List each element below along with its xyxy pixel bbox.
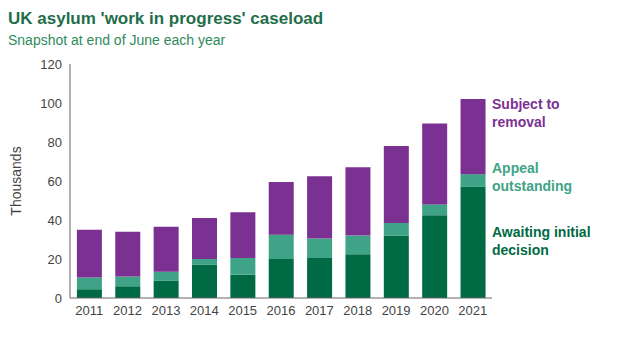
- svg-text:0: 0: [55, 291, 62, 306]
- svg-text:80: 80: [48, 135, 62, 150]
- svg-text:Thousands: Thousands: [8, 146, 24, 215]
- svg-text:2014: 2014: [190, 303, 219, 318]
- svg-text:40: 40: [48, 213, 62, 228]
- html-text:Appeal outstanding: Appeal outstanding: [492, 160, 573, 194]
- svg-text:20: 20: [48, 252, 62, 267]
- svg-text:2011: 2011: [75, 303, 103, 318]
- svg-text:2012: 2012: [113, 303, 142, 318]
- svg-text:2013: 2013: [151, 303, 180, 318]
- svg-text:2017: 2017: [305, 303, 334, 318]
- svg-text:2021: 2021: [458, 303, 487, 318]
- svg-text:100: 100: [40, 96, 62, 111]
- svg-text:60: 60: [48, 174, 62, 189]
- svg-text:2020: 2020: [420, 303, 449, 318]
- svg-text:2016: 2016: [267, 303, 296, 318]
- html-text:Subject to removal: Subject to removal: [492, 96, 560, 130]
- html-text:Awaiting initial decision: Awaiting initial decision: [492, 224, 591, 258]
- html-text:Snapshot at end of June each y: Snapshot at end of June each year: [8, 32, 226, 48]
- html-text:UK asylum 'work in progress' c: UK asylum 'work in progress' caseload: [8, 9, 324, 28]
- svg-text:2019: 2019: [382, 303, 411, 318]
- svg-text:2015: 2015: [228, 303, 257, 318]
- svg-text:2018: 2018: [343, 303, 372, 318]
- svg-text:120: 120: [40, 57, 62, 72]
